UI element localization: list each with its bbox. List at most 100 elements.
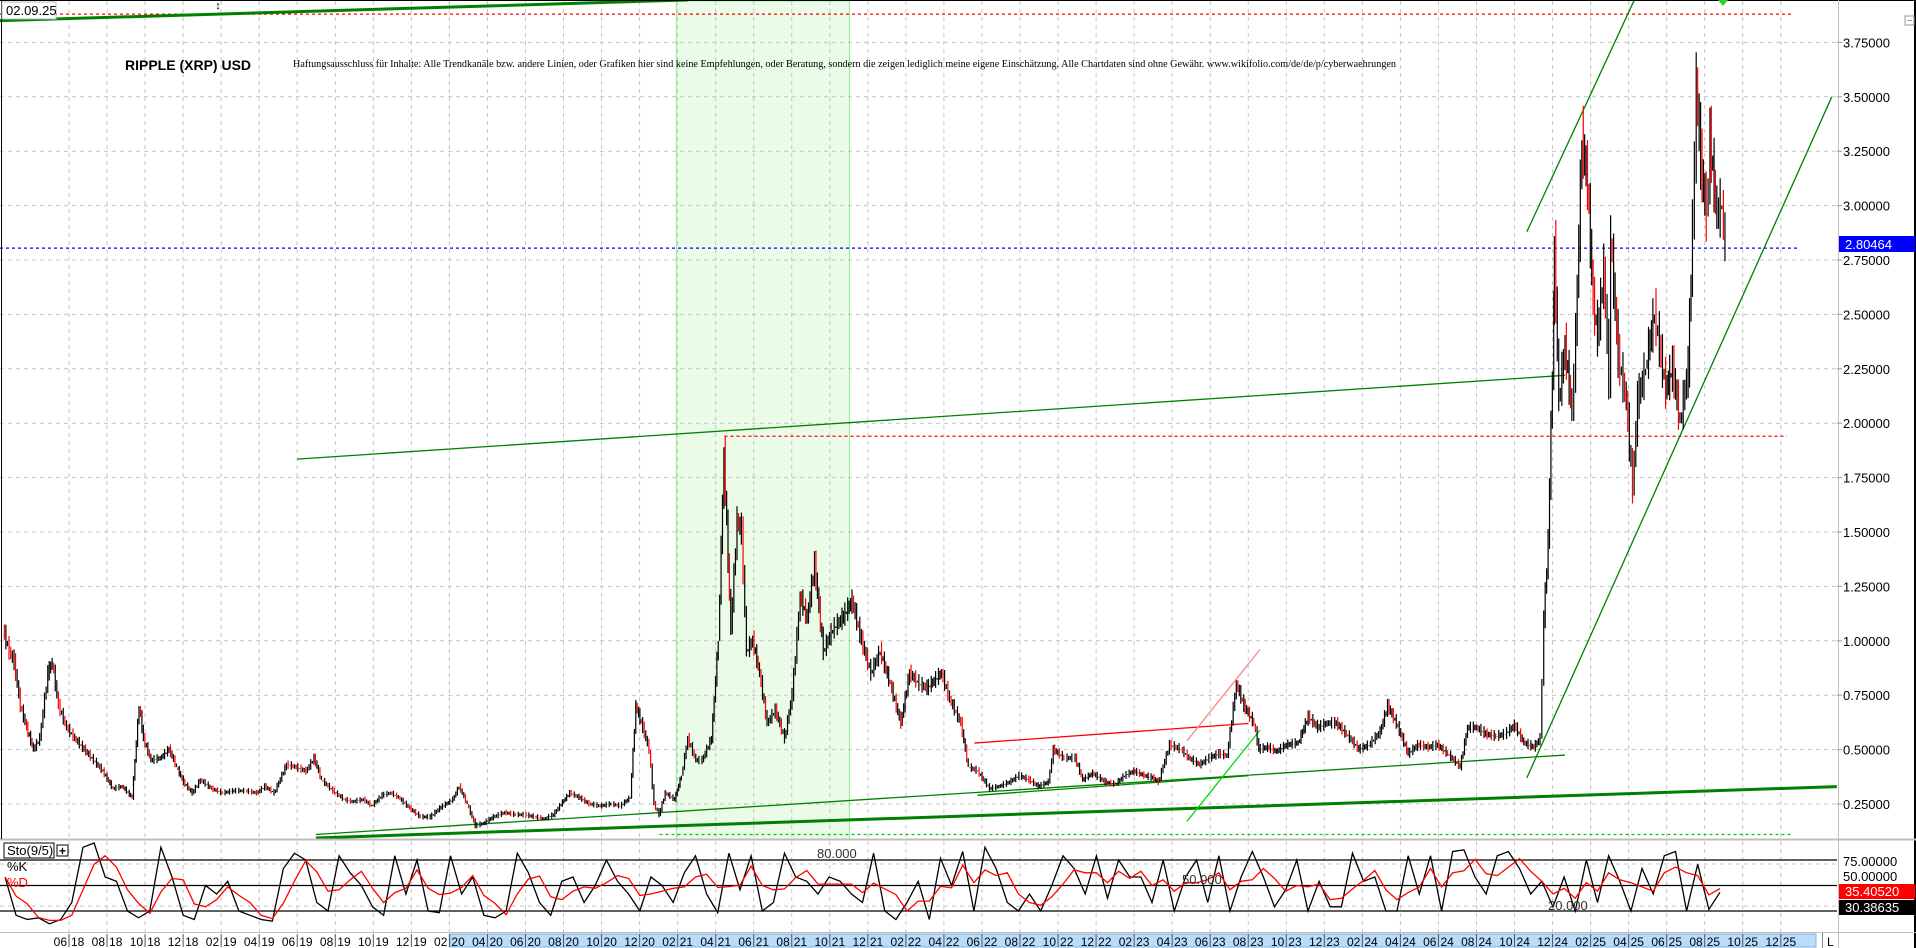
date-tick-year: 22 xyxy=(1060,935,1074,948)
trendline xyxy=(297,374,1566,460)
trendlines[interactable] xyxy=(0,0,1837,840)
date-tick-year: 23 xyxy=(1288,935,1302,948)
date-tick-month: 10 xyxy=(1271,935,1285,948)
trendline xyxy=(977,775,1249,796)
price-tick-label: 3.25000 xyxy=(1843,144,1890,159)
indicator-name-box[interactable] xyxy=(3,842,55,859)
date-tick-year: 21 xyxy=(756,935,770,948)
date-axis[interactable]: 06 18 08 18 10 18 12 18 02 19 04 19 06 19 08 19 10 19 12 19… xyxy=(54,934,1797,948)
date-tick-year: 18 xyxy=(185,935,199,948)
date-tick-month: 06 xyxy=(1651,935,1665,948)
date-tick-year: 20 xyxy=(604,935,618,948)
date-tick-month: 04 xyxy=(1613,935,1627,948)
date-tick-month: 02 xyxy=(206,935,220,948)
date-tick-month: 02 xyxy=(1347,935,1361,948)
date-tick-year: 24 xyxy=(1478,935,1492,948)
date-tick-year: 19 xyxy=(261,935,275,948)
date-tick-year: 24 xyxy=(1402,935,1416,948)
stoch-k-value: 35.40520 xyxy=(1845,884,1899,899)
date-tick-month: 04 xyxy=(1385,935,1399,948)
date-tick-year: 18 xyxy=(147,935,161,948)
date-tick-month: 08 xyxy=(320,935,334,948)
date-tick-month: 10 xyxy=(130,935,144,948)
stoch-d-line xyxy=(4,854,1721,922)
trendline xyxy=(1526,0,1635,232)
date-stamp: 02.09.25 xyxy=(6,3,57,18)
date-tick-year: 24 xyxy=(1555,935,1569,948)
date-tick-month: 12 xyxy=(624,935,638,948)
date-tick-month: 08 xyxy=(92,935,106,948)
price-axis[interactable]: 0.25000 0.50000 0.75000 1.00000 1.25000 1.500… xyxy=(1837,35,1890,812)
date-tick-month: 10 xyxy=(1499,935,1513,948)
date-tick-month: 06 xyxy=(282,935,296,948)
date-tick-year: 21 xyxy=(832,935,846,948)
date-tick-year: 19 xyxy=(337,935,351,948)
price-tick-label: 1.00000 xyxy=(1843,634,1890,649)
trendline xyxy=(1186,649,1261,742)
date-tick-month: 02 xyxy=(1575,935,1589,948)
date-tick-month: 10 xyxy=(814,935,828,948)
price-tick-label: 1.75000 xyxy=(1843,471,1890,486)
price-tick-label: 2.25000 xyxy=(1843,362,1890,377)
price-tick-label: 2.00000 xyxy=(1843,416,1890,431)
level-label-50: 50.000 xyxy=(1182,872,1222,887)
stoch-k-value-box xyxy=(1839,884,1915,899)
date-tick-month: 06 xyxy=(967,935,981,948)
stoch-k-label: %K xyxy=(7,859,28,874)
date-tick-year: 19 xyxy=(299,935,313,948)
stoch-d-value: 30.38635 xyxy=(1845,900,1899,915)
highlight-zone-rect xyxy=(675,0,850,840)
date-tick-month: 02 xyxy=(662,935,676,948)
level-label-80: 80.000 xyxy=(817,846,857,861)
price-tick-label: 1.50000 xyxy=(1843,525,1890,540)
chart-title: RIPPLE (XRP) USD xyxy=(125,57,251,73)
price-tick-label: 0.75000 xyxy=(1843,688,1890,703)
date-tick-year: 25 xyxy=(1669,935,1683,948)
date-tick-month: 06 xyxy=(510,935,524,948)
date-tick-month: 06 xyxy=(1423,935,1437,948)
resize-arrows-icon[interactable]: ↕ xyxy=(215,0,221,12)
price-bars xyxy=(3,52,1726,829)
stochastic-panel xyxy=(0,842,1837,925)
date-tick-month: 04 xyxy=(1157,935,1171,948)
date-tick-month: 04 xyxy=(244,935,258,948)
date-tick-year: 25 xyxy=(1593,935,1607,948)
date-tick-year: 23 xyxy=(1326,935,1340,948)
date-tick-month: 12 xyxy=(1765,935,1779,948)
trendline xyxy=(974,722,1249,744)
date-tick-month: 04 xyxy=(472,935,486,948)
date-tick-year: 25 xyxy=(1707,935,1721,948)
date-tick-month: 12 xyxy=(168,935,182,948)
date-tick-year: 21 xyxy=(870,935,884,948)
date-tick-month: 08 xyxy=(1689,935,1703,948)
date-tick-month: 12 xyxy=(396,935,410,948)
price-tick-label: 3.00000 xyxy=(1843,199,1890,214)
grid xyxy=(0,1,1837,932)
date-tick-year: 21 xyxy=(718,935,732,948)
price-tick-label: 3.75000 xyxy=(1843,35,1890,50)
date-axis-end-marker[interactable]: L xyxy=(1827,935,1834,948)
date-tick-year: 19 xyxy=(375,935,389,948)
date-tick-year: 22 xyxy=(1022,935,1036,948)
indicator-name: Sto(9/5) xyxy=(7,843,53,858)
date-tick-month: 12 xyxy=(852,935,866,948)
last-price-box xyxy=(1839,236,1915,252)
date-tick-year: 21 xyxy=(794,935,808,948)
date-tick-month: 06 xyxy=(1195,935,1209,948)
date-tick-month: 12 xyxy=(1081,935,1095,948)
horizontal-lines xyxy=(0,13,1800,836)
plus-icon[interactable] xyxy=(56,844,69,857)
date-tick-year: 20 xyxy=(566,935,580,948)
date-tick-year: 23 xyxy=(1174,935,1188,948)
trendline xyxy=(315,754,1566,836)
date-tick-month: 04 xyxy=(700,935,714,948)
price-tick-label: 2.75000 xyxy=(1843,253,1890,268)
price-tick-label: 3.50000 xyxy=(1843,90,1890,105)
date-tick-month: 02 xyxy=(434,935,448,948)
trendline xyxy=(1526,96,1833,779)
date-tick-year: 23 xyxy=(1250,935,1264,948)
date-tick-month: 08 xyxy=(776,935,790,948)
date-tick-month: 06 xyxy=(738,935,752,948)
